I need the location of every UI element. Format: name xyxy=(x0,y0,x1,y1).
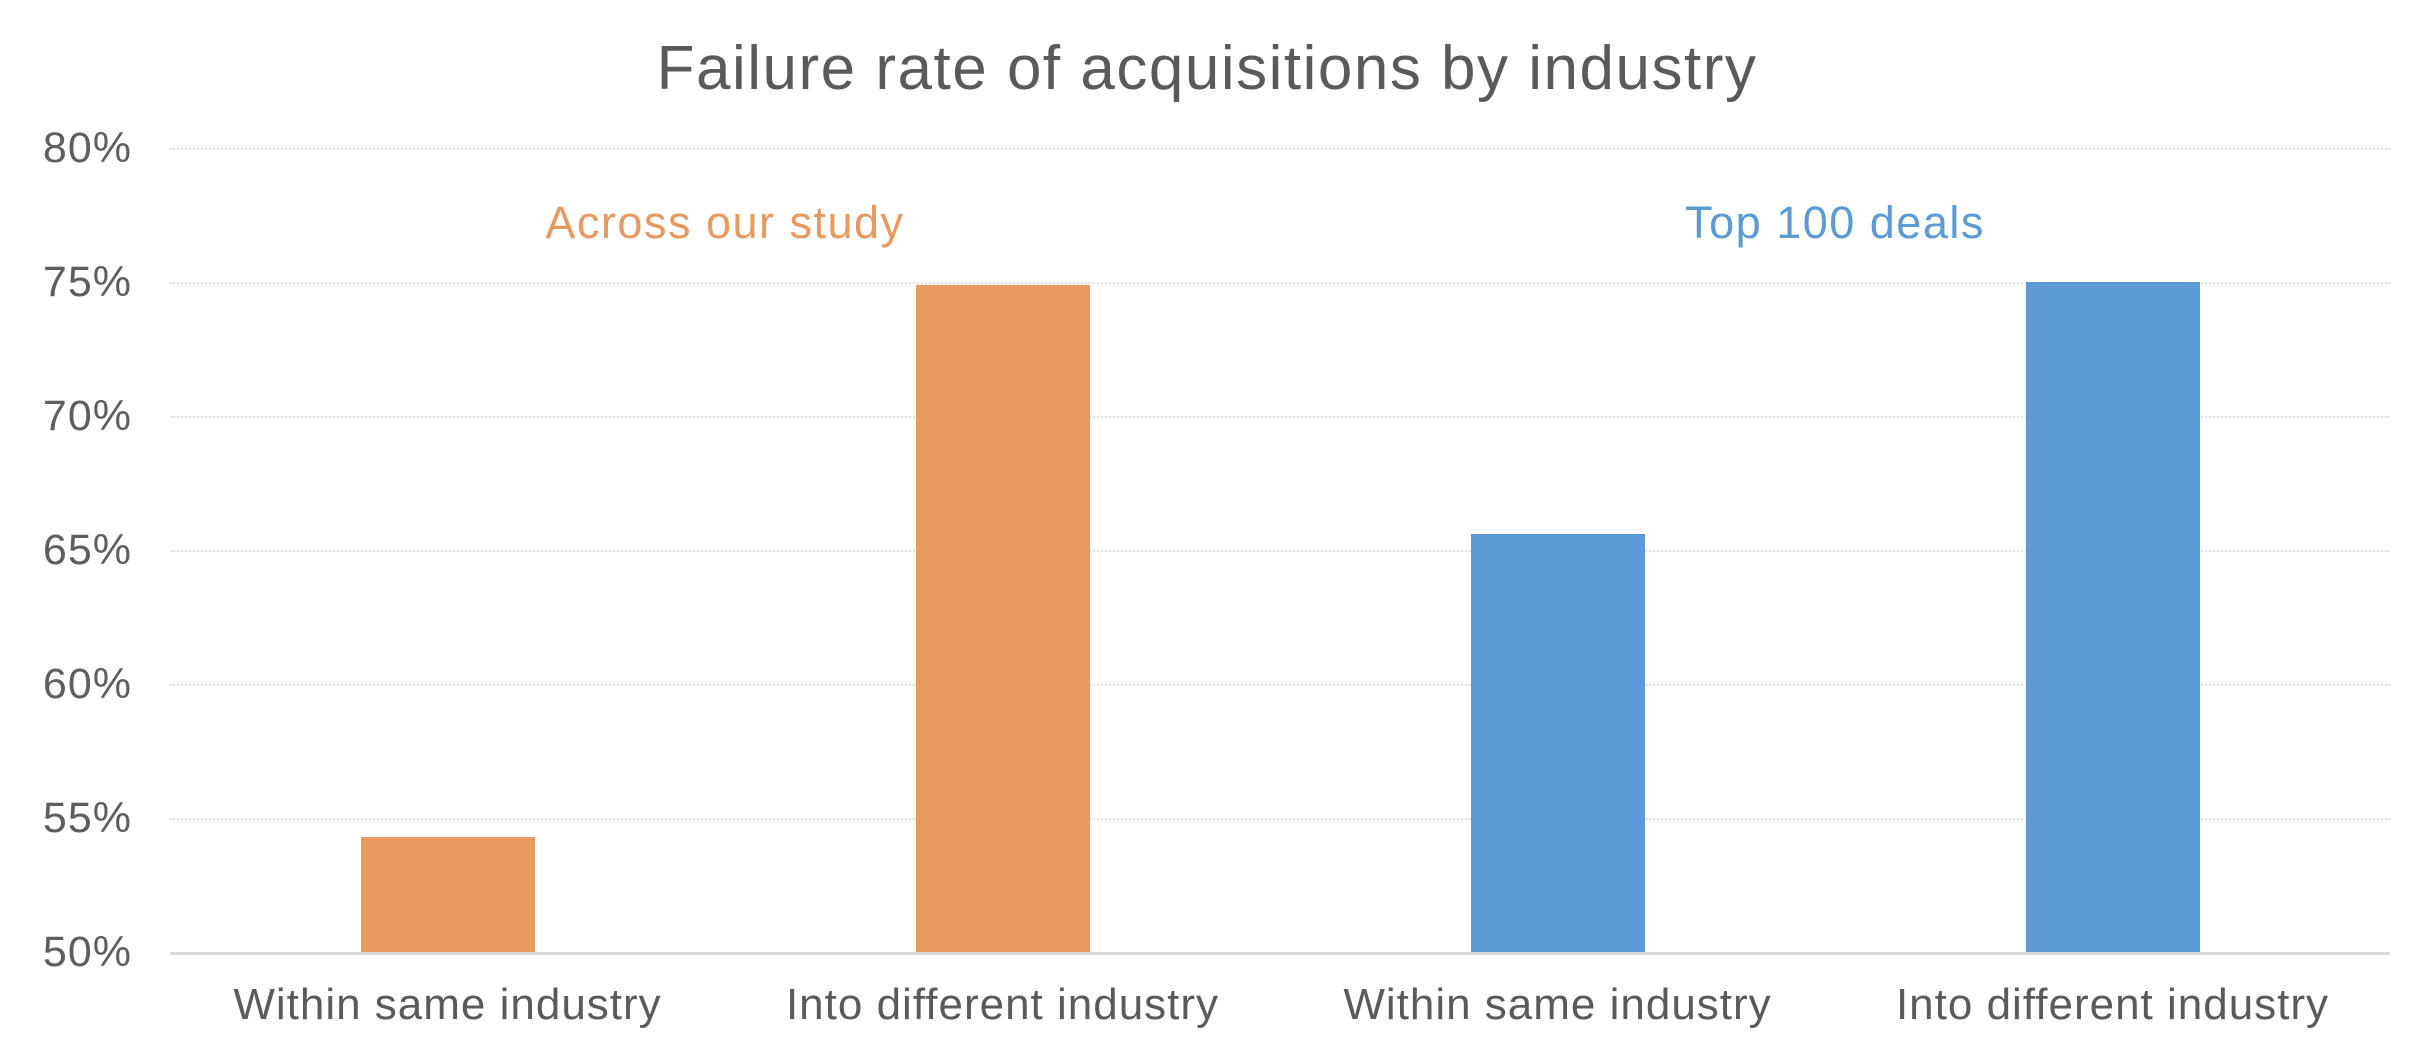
x-axis-baseline xyxy=(170,952,2390,955)
gridline-65 xyxy=(170,550,2390,552)
gridline-60 xyxy=(170,684,2390,686)
y-axis-tick-label-70: 70% xyxy=(42,392,132,440)
y-axis-tick-label-50: 50% xyxy=(42,928,132,976)
gridline-80 xyxy=(170,148,2390,150)
gridline-70 xyxy=(170,416,2390,418)
x-axis-category-label-0: Within same industry xyxy=(233,980,662,1029)
series-label-across-our-study: Across our study xyxy=(545,197,905,248)
bar-across-our-study-within-same-industry xyxy=(360,836,535,952)
y-axis-tick-label-75: 75% xyxy=(42,258,132,306)
chart-title: Failure rate of acquisitions by industry xyxy=(656,34,1758,103)
y-axis-tick-label-80: 80% xyxy=(42,124,132,172)
gridline-75 xyxy=(170,282,2390,284)
bar-top-100-deals-into-different-industry xyxy=(2025,282,2200,952)
plot-area xyxy=(170,148,2390,955)
gridline-55 xyxy=(170,818,2390,820)
x-axis-category-label-3: Into different industry xyxy=(1895,980,2330,1029)
series-label-top-100-deals: Top 100 deals xyxy=(1685,197,1985,248)
x-axis-category-label-2: Within same industry xyxy=(1343,980,1772,1029)
bar-across-our-study-into-different-industry xyxy=(915,284,1090,952)
y-axis-tick-label-65: 65% xyxy=(42,526,132,574)
y-axis-tick-label-55: 55% xyxy=(42,794,132,842)
x-axis-category-label-1: Into different industry xyxy=(785,980,1220,1029)
y-axis-tick-label-60: 60% xyxy=(42,660,132,708)
bar-top-100-deals-within-same-industry xyxy=(1470,533,1645,952)
